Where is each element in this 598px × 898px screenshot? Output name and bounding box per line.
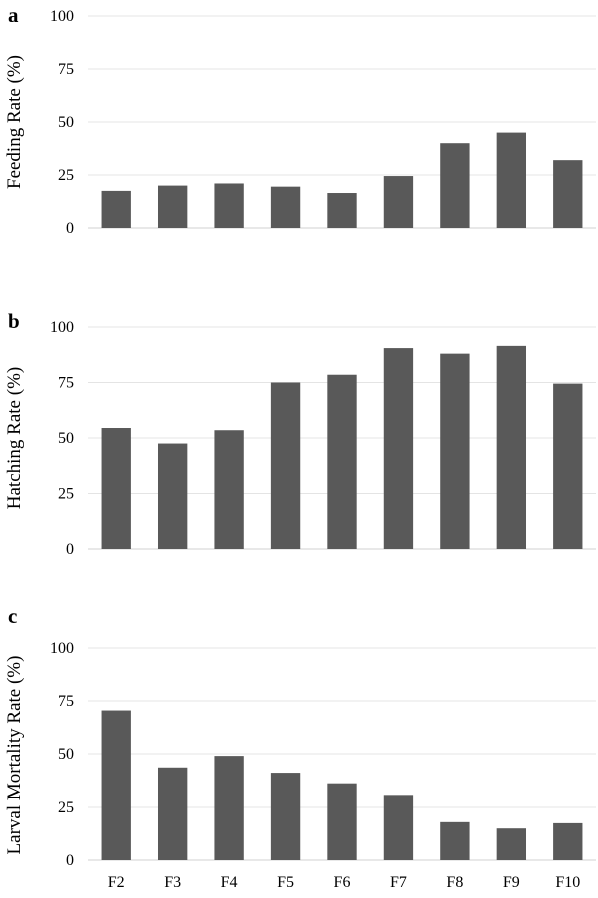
panel-label-a: a <box>8 3 19 27</box>
bar-a-F2 <box>101 190 131 228</box>
bar-c-F8 <box>440 821 470 860</box>
bar-c-F2 <box>101 710 131 860</box>
x-tick-label-F9: F9 <box>503 874 520 891</box>
bar-b-F7 <box>383 348 414 549</box>
y-tick-label-b-100: 100 <box>50 319 74 336</box>
y-tick-label-a-75: 75 <box>58 61 74 78</box>
y-tick-label-b-25: 25 <box>58 486 74 503</box>
bar-b-F2 <box>101 428 131 549</box>
bar-c-F3 <box>157 767 188 860</box>
panel-a: a Feeding Rate (%) 0 25 50 75 100 <box>4 3 596 237</box>
bars-b <box>101 345 583 549</box>
y-ticks-a: 0 25 50 75 100 <box>50 8 74 237</box>
panel-label-b: b <box>8 309 20 333</box>
y-tick-label-c-100: 100 <box>50 640 74 657</box>
bar-b-F10 <box>553 383 583 549</box>
bar-b-F9 <box>496 345 527 549</box>
bar-c-F5 <box>270 773 301 860</box>
y-axis-title-c: Larval Mortality Rate (%) <box>4 656 25 855</box>
y-axis-title-b: Hatching Rate (%) <box>4 367 25 509</box>
bar-c-F10 <box>553 822 583 860</box>
bar-b-F3 <box>157 443 188 549</box>
x-tick-label-F7: F7 <box>390 874 407 891</box>
bar-b-F6 <box>327 374 357 549</box>
y-tick-label-b-50: 50 <box>58 430 74 447</box>
y-tick-label-b-0: 0 <box>66 541 74 558</box>
x-tick-label-F2: F2 <box>108 874 125 891</box>
y-ticks-c: 0 25 50 75 100 <box>50 640 74 869</box>
bars-a <box>101 132 583 228</box>
bar-c-F6 <box>327 783 357 860</box>
y-tick-label-a-25: 25 <box>58 167 74 184</box>
y-tick-label-c-0: 0 <box>66 852 74 869</box>
x-tick-label-F4: F4 <box>221 874 238 891</box>
bar-b-F4 <box>214 430 244 549</box>
category-labels-c: F2 F3 F4 F5 F6 F7 F8 F9 F10 <box>108 874 580 891</box>
bar-a-F5 <box>270 186 301 228</box>
x-tick-label-F3: F3 <box>164 874 181 891</box>
bar-a-F6 <box>327 193 357 228</box>
bar-a-F7 <box>383 176 414 228</box>
y-tick-label-a-100: 100 <box>50 8 74 25</box>
x-tick-label-F8: F8 <box>446 874 463 891</box>
y-tick-label-c-25: 25 <box>58 799 74 816</box>
bar-c-F7 <box>383 795 414 860</box>
y-tick-label-a-0: 0 <box>66 220 74 237</box>
y-tick-label-a-50: 50 <box>58 114 74 131</box>
bars-c <box>101 710 583 860</box>
y-tick-label-b-75: 75 <box>58 375 74 392</box>
bar-b-F5 <box>270 382 301 549</box>
x-tick-label-F6: F6 <box>334 874 351 891</box>
y-axis-title-a: Feeding Rate (%) <box>4 55 25 189</box>
bar-a-F4 <box>214 183 244 228</box>
bar-b-F8 <box>440 353 470 549</box>
bar-c-F4 <box>214 756 244 860</box>
bar-a-F8 <box>440 143 470 228</box>
panel-label-c: c <box>8 604 17 628</box>
y-tick-label-c-75: 75 <box>58 693 74 710</box>
bar-a-F9 <box>496 132 527 228</box>
bar-c-F9 <box>496 828 527 860</box>
panel-b: b Hatching Rate (%) 0 25 50 75 100 <box>4 309 596 558</box>
y-ticks-b: 0 25 50 75 100 <box>50 319 74 558</box>
bar-a-F10 <box>553 160 583 228</box>
y-tick-label-c-50: 50 <box>58 746 74 763</box>
panel-c: c Larval Mortality Rate (%) 0 25 50 75 100 F… <box>4 604 596 891</box>
x-tick-label-F10: F10 <box>555 874 580 891</box>
bar-a-F3 <box>157 185 188 228</box>
x-tick-label-F5: F5 <box>277 874 294 891</box>
